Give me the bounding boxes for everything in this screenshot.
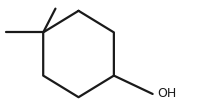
Text: F: F — [52, 0, 59, 2]
Text: OH: OH — [158, 87, 177, 100]
